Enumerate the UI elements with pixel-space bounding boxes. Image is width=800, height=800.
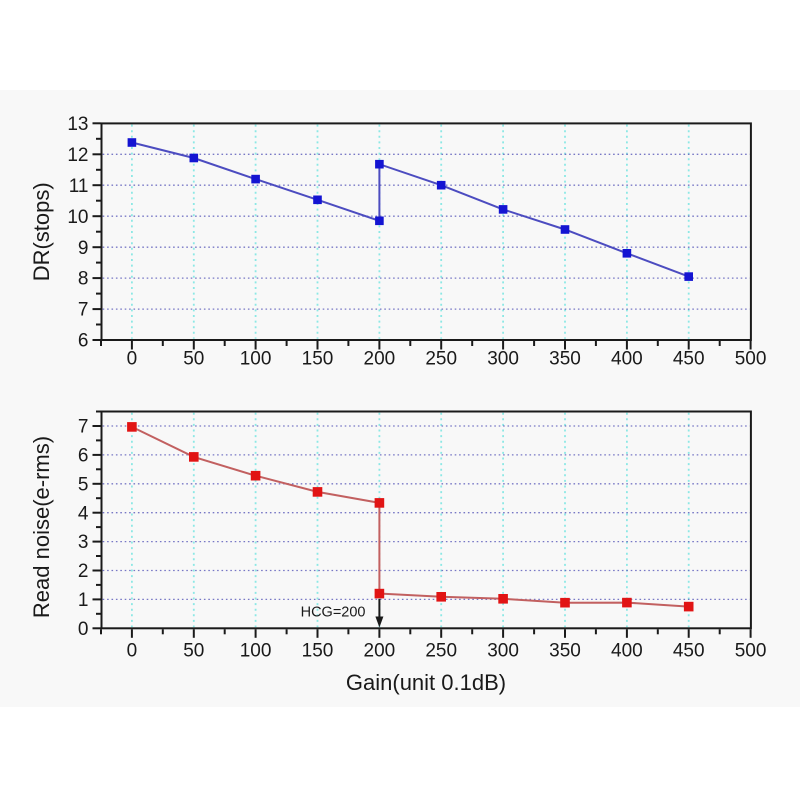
svg-text:2: 2 (78, 561, 89, 582)
svg-text:50: 50 (183, 640, 204, 661)
svg-text:8: 8 (78, 269, 89, 290)
svg-text:400: 400 (611, 349, 643, 370)
svg-text:5: 5 (78, 474, 89, 495)
svg-text:500: 500 (735, 640, 767, 661)
svg-text:150: 150 (302, 349, 334, 370)
svg-text:0: 0 (127, 640, 138, 661)
svg-text:Gain(unit 0.1dB): Gain(unit 0.1dB) (346, 670, 506, 695)
svg-text:100: 100 (240, 349, 272, 370)
svg-text:300: 300 (487, 349, 519, 370)
svg-text:HCG=200: HCG=200 (301, 605, 366, 621)
svg-text:250: 250 (425, 640, 457, 661)
svg-text:0: 0 (127, 349, 138, 370)
svg-text:10: 10 (67, 207, 88, 228)
svg-text:7: 7 (78, 300, 89, 321)
svg-text:50: 50 (183, 349, 204, 370)
svg-text:0: 0 (78, 619, 89, 640)
svg-text:12: 12 (67, 145, 88, 166)
svg-text:13: 13 (67, 114, 88, 135)
svg-text:DR(stops): DR(stops) (29, 182, 54, 281)
svg-text:Read noise(e-rms): Read noise(e-rms) (29, 436, 54, 618)
svg-text:450: 450 (673, 640, 705, 661)
svg-text:3: 3 (78, 532, 89, 553)
svg-text:6: 6 (78, 446, 89, 467)
svg-text:100: 100 (240, 640, 272, 661)
svg-text:250: 250 (425, 349, 457, 370)
svg-text:350: 350 (549, 349, 581, 370)
svg-text:400: 400 (611, 640, 643, 661)
svg-text:4: 4 (78, 503, 89, 524)
svg-text:300: 300 (487, 640, 519, 661)
svg-text:450: 450 (673, 349, 705, 370)
svg-text:6: 6 (78, 331, 89, 352)
svg-text:150: 150 (302, 640, 334, 661)
svg-text:7: 7 (78, 417, 89, 438)
svg-text:200: 200 (364, 349, 396, 370)
svg-text:350: 350 (549, 640, 581, 661)
svg-text:11: 11 (69, 176, 89, 197)
svg-text:500: 500 (735, 349, 767, 370)
svg-text:9: 9 (78, 238, 89, 259)
svg-text:1: 1 (78, 590, 89, 611)
svg-text:200: 200 (364, 640, 396, 661)
